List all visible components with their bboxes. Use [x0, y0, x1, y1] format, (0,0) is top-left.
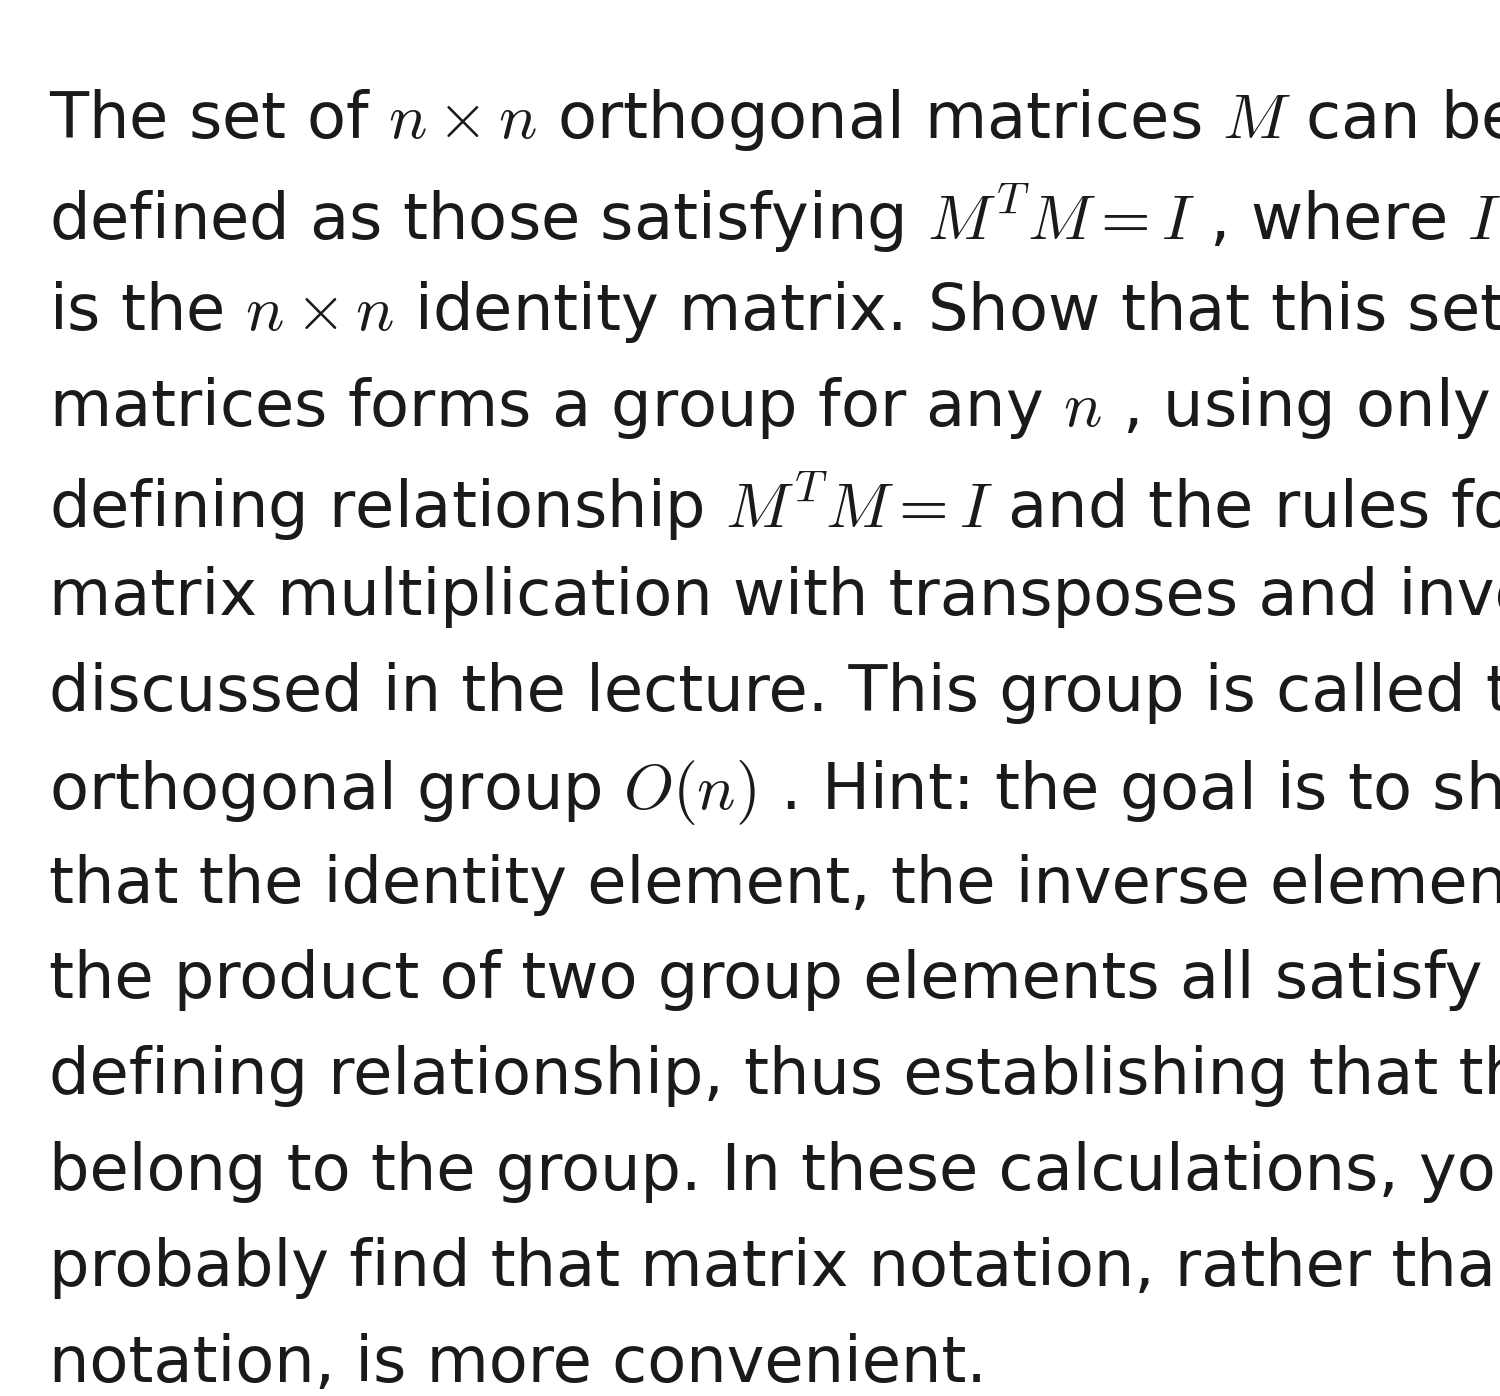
- Text: The set of $n \times n$ orthogonal matrices $M$ can be: The set of $n \times n$ orthogonal matri…: [50, 87, 1500, 154]
- Text: matrix multiplication with transposes and inverses as: matrix multiplication with transposes an…: [50, 567, 1500, 628]
- Text: discussed in the lecture. This group is called the: discussed in the lecture. This group is …: [50, 662, 1500, 725]
- Text: defining relationship, thus establishing that they: defining relationship, thus establishing…: [50, 1046, 1500, 1107]
- Text: probably find that matrix notation, rather than index: probably find that matrix notation, rath…: [50, 1237, 1500, 1298]
- Text: belong to the group. In these calculations, you will: belong to the group. In these calculatio…: [50, 1141, 1500, 1203]
- Text: that the identity element, the inverse element, and: that the identity element, the inverse e…: [50, 853, 1500, 916]
- Text: is the $n \times n$ identity matrix. Show that this set of: is the $n \times n$ identity matrix. Sho…: [50, 279, 1500, 345]
- Text: defining relationship $M^T M = I$ and the rules for: defining relationship $M^T M = I$ and th…: [50, 470, 1500, 543]
- Text: defined as those satisfying $M^T M = I$ , where $I$: defined as those satisfying $M^T M = I$ …: [50, 183, 1500, 257]
- Text: notation, is more convenient.: notation, is more convenient.: [50, 1333, 987, 1395]
- Text: the product of two group elements all satisfy the: the product of two group elements all sa…: [50, 949, 1500, 1011]
- Text: orthogonal group $O(n)$ . Hint: the goal is to show: orthogonal group $O(n)$ . Hint: the goal…: [50, 758, 1500, 826]
- Text: matrices forms a group for any $n$ , using only the: matrices forms a group for any $n$ , usi…: [50, 374, 1500, 441]
